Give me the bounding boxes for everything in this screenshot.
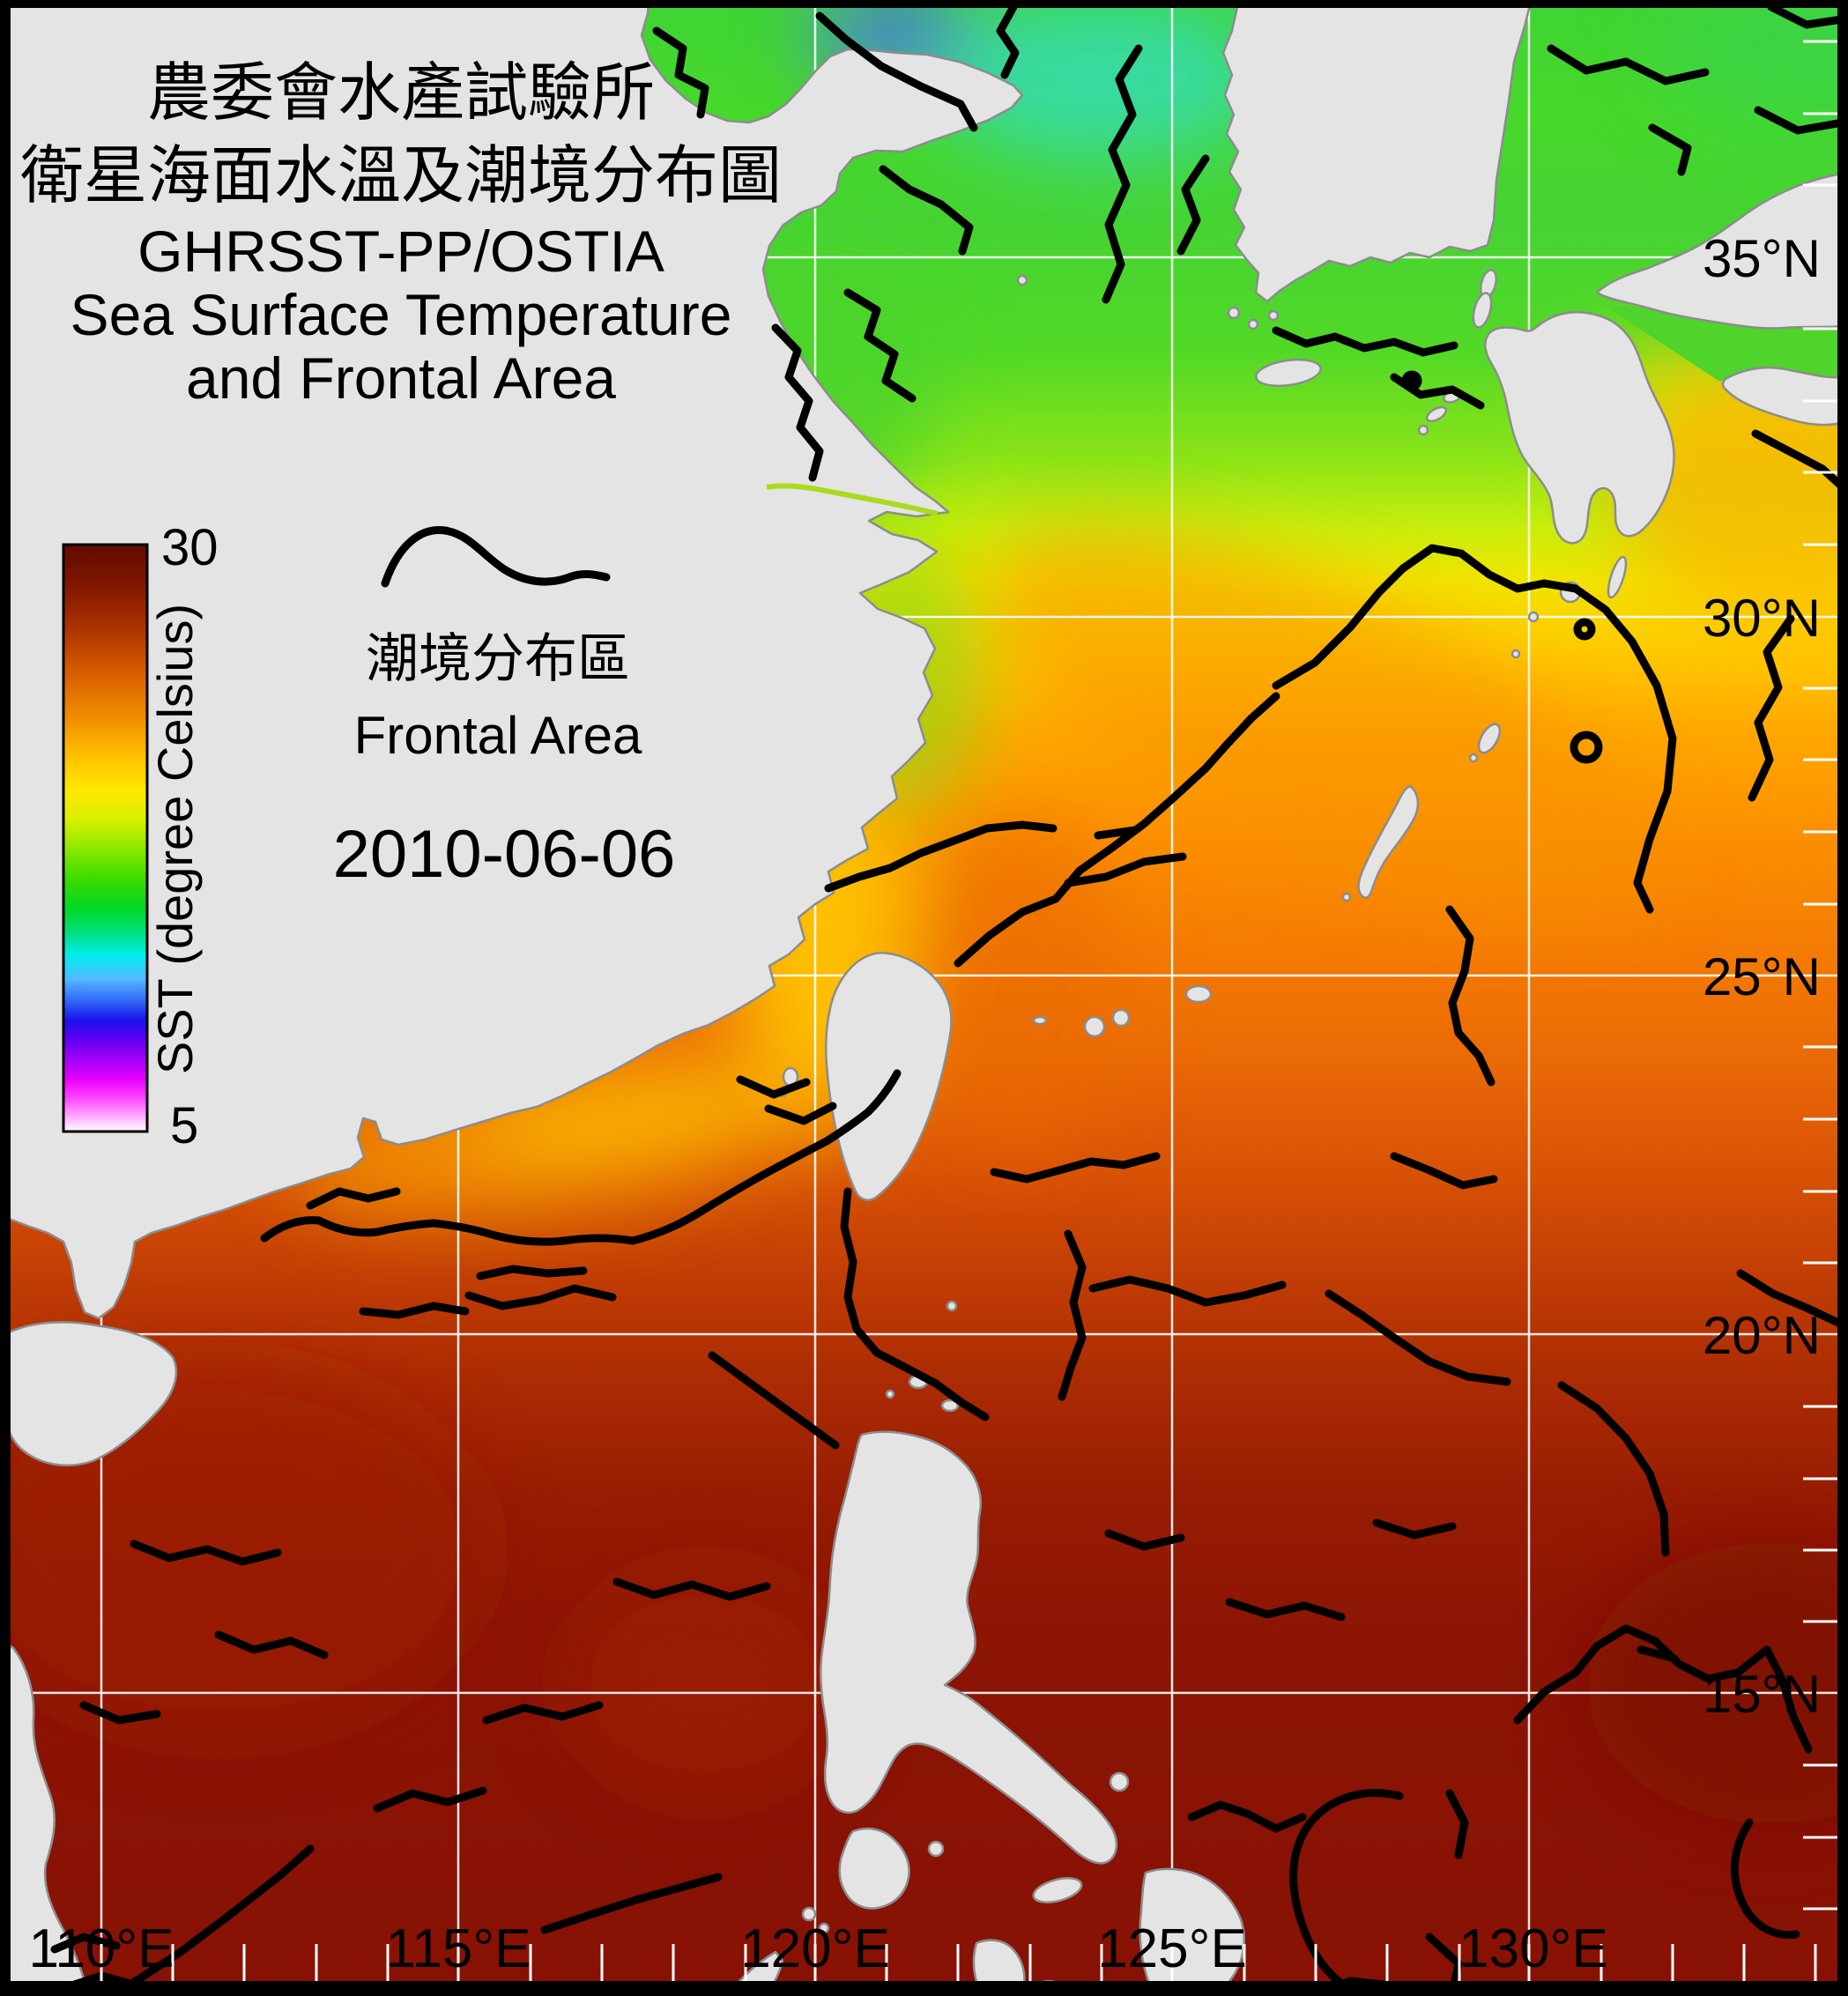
lon-label-115e: 115°E	[386, 1918, 531, 1979]
land-korea	[1221, 0, 1533, 303]
longitude-labels: 110°E 115°E 120°E 125°E 130°E	[29, 1918, 1608, 1979]
land-honshu	[1595, 171, 1848, 330]
lat-label-20n: 20°N	[1703, 1306, 1821, 1365]
lat-label-25n: 25°N	[1703, 947, 1821, 1006]
sst-colorbar: 30 5 SST (degree Celsius)	[62, 519, 219, 1154]
yangtze-river	[766, 483, 939, 516]
land-taiwan	[825, 952, 953, 1201]
land-tanegashima	[1607, 555, 1628, 599]
bottom-axis-bar	[0, 1981, 1848, 1996]
legend-label-en: Frontal Area	[354, 706, 642, 765]
land-jeju	[1255, 358, 1322, 388]
latitude-labels: 35°N 30°N 25°N 20°N 15°N	[1703, 229, 1821, 1724]
land-china-mainland	[0, 0, 1024, 1320]
land-masbate	[1032, 1877, 1083, 1903]
lat-label-30n: 30°N	[1703, 589, 1821, 648]
title-line-en-3: and Frontal Area	[186, 345, 616, 411]
lat-label-15n: 15°N	[1703, 1665, 1821, 1724]
land-amami	[1477, 723, 1502, 754]
title-line-en-1: GHRSST-PP/OSTIA	[137, 219, 664, 284]
frontal-area-legend: 潮境分布區 Frontal Area 2010-06-06	[333, 526, 676, 892]
land-miyako	[1184, 984, 1213, 1004]
lon-label-130e: 130°E	[1458, 1918, 1608, 1979]
colorbar-min-label: 5	[170, 1097, 198, 1154]
lon-label-125e: 125°E	[1097, 1918, 1247, 1979]
land-samar	[1139, 1867, 1246, 1996]
lon-label-110e: 110°E	[29, 1918, 174, 1979]
title-line-zh-2: 衛星海面水溫及潮境分布圖	[20, 141, 782, 211]
title-block: 農委會水產試驗所 衛星海面水溫及潮境分布圖 GHRSST-PP/OSTIA Se…	[20, 58, 782, 411]
land-okinawa	[1357, 784, 1420, 899]
land-mindoro	[838, 1827, 910, 1910]
land-luzon	[819, 1430, 1118, 1865]
frontal-line-wave-icon	[381, 526, 611, 588]
land-shikoku	[1721, 366, 1848, 427]
lat-label-35n: 35°N	[1703, 229, 1821, 288]
legend-label-zh: 潮境分布區	[366, 629, 630, 688]
frontal-lines	[50, 3, 1846, 1996]
title-line-zh-1: 農委會水產試驗所	[147, 58, 655, 129]
map-date: 2010-06-06	[333, 817, 676, 892]
land-kyushu	[1484, 311, 1675, 545]
bottom-axis-ticks	[100, 1944, 1817, 1981]
right-axis-ticks	[1803, 40, 1838, 1911]
colorbar-gradient	[62, 543, 149, 1133]
colorbar-title: SST (degree Celsius)	[147, 604, 203, 1074]
colorbar-max-label: 30	[161, 519, 219, 576]
title-line-en-2: Sea Surface Temperature	[71, 282, 732, 347]
lon-label-120e: 120°E	[740, 1918, 890, 1979]
